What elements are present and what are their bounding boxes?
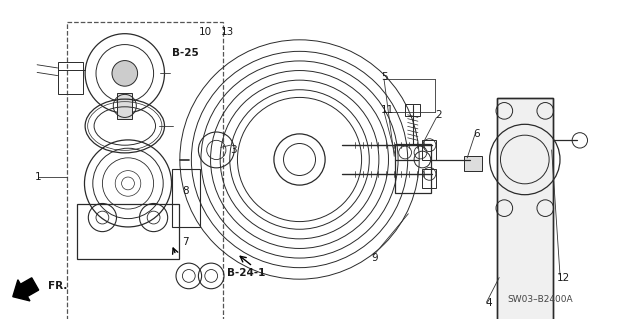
Bar xyxy=(405,104,420,116)
Text: SW03–B2400A: SW03–B2400A xyxy=(507,295,573,304)
Text: 2: 2 xyxy=(435,110,442,120)
Text: 8: 8 xyxy=(182,186,189,197)
Text: 7: 7 xyxy=(182,237,189,248)
Bar xyxy=(58,62,83,94)
Text: 9: 9 xyxy=(371,253,378,263)
Bar xyxy=(497,98,553,319)
Bar xyxy=(497,98,553,319)
Bar xyxy=(395,144,431,193)
Bar xyxy=(172,169,200,227)
Text: 4: 4 xyxy=(485,298,492,308)
Text: 3: 3 xyxy=(230,145,237,155)
Circle shape xyxy=(112,61,138,86)
Text: B-24-1: B-24-1 xyxy=(227,268,266,278)
Bar xyxy=(422,169,436,188)
Bar xyxy=(464,156,482,171)
Text: 6: 6 xyxy=(474,129,480,139)
Text: 13: 13 xyxy=(221,27,234,37)
Bar xyxy=(77,204,179,259)
Bar xyxy=(67,22,223,319)
Text: 5: 5 xyxy=(381,71,387,82)
Text: B-25: B-25 xyxy=(172,48,198,58)
Text: 10: 10 xyxy=(198,27,212,37)
Text: 11: 11 xyxy=(381,105,394,115)
Bar xyxy=(422,140,436,160)
Text: FR.: FR. xyxy=(48,280,67,291)
Text: 12: 12 xyxy=(557,272,570,283)
Bar xyxy=(117,93,132,119)
FancyArrow shape xyxy=(13,278,38,301)
Text: 1: 1 xyxy=(35,172,42,182)
